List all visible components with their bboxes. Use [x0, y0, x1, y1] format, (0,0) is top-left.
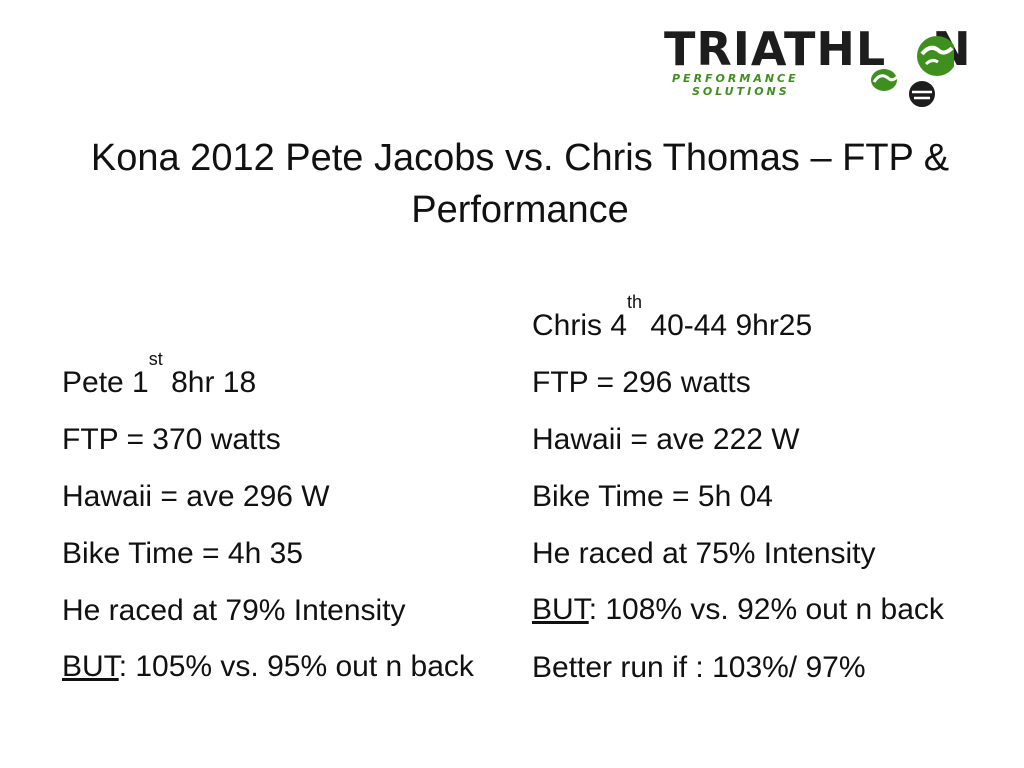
- slide-title: Kona 2012 Pete Jacobs vs. Chris Thomas –…: [40, 132, 1000, 236]
- triathlon-performance-solutions-logo: TRIATHLN PERFORMANCE SOLUTIONS: [664, 26, 1000, 110]
- chris-column: Chris 4th 40-44 9hr25 FTP = 296 watts Ha…: [532, 292, 992, 696]
- chris-bike-time: Bike Time = 5h 04: [532, 480, 773, 513]
- chris-hawaii-avg: Hawaii = ave 222 W: [532, 423, 800, 456]
- chris-but-note: BUT: 108% vs. 92% out n back: [532, 593, 944, 626]
- chris-better-run: Better run if : 103%/ 97%: [532, 651, 866, 684]
- athlete-logo-icon: [871, 36, 954, 109]
- pete-ftp: FTP = 370 watts: [62, 423, 281, 456]
- logo-word-left: TRIATHL: [664, 22, 887, 76]
- title-line-1: Kona 2012 Pete Jacobs vs. Chris Thomas –…: [90, 137, 950, 179]
- title-line-2: Performance: [411, 189, 629, 231]
- pete-hawaii-avg: Hawaii = ave 296 W: [62, 480, 330, 513]
- pete-column: Pete 1st 8hr 18 FTP = 370 watts Hawaii =…: [62, 349, 502, 696]
- logo-subtitle-solutions: SOLUTIONS: [692, 85, 790, 98]
- chris-placing: Chris 4th 40-44 9hr25: [532, 292, 813, 342]
- pete-but-note: BUT: 105% vs. 95% out n back: [62, 650, 474, 683]
- pete-intensity: He raced at 79% Intensity: [62, 594, 406, 627]
- chris-ftp: FTP = 296 watts: [532, 366, 751, 399]
- pete-bike-time: Bike Time = 4h 35: [62, 537, 303, 570]
- logo-subtitle-performance: PERFORMANCE: [672, 72, 799, 85]
- pete-placing: Pete 1st 8hr 18: [62, 349, 257, 399]
- chris-intensity: He raced at 75% Intensity: [532, 537, 876, 570]
